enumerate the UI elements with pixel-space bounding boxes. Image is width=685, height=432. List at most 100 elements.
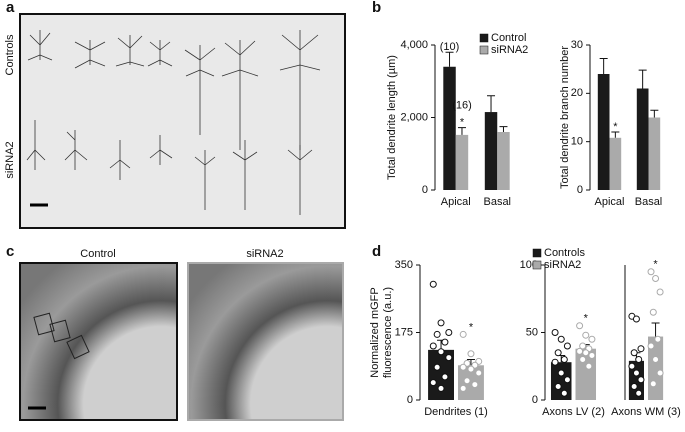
y-tick-label: 4,000 [400, 39, 428, 51]
roi-boxes [33, 312, 90, 360]
panel-label: c [6, 243, 14, 260]
brain-section [19, 262, 178, 421]
data-point [647, 342, 655, 350]
y-tick-label: 50 [526, 326, 538, 338]
data-point [429, 280, 437, 288]
bar [455, 134, 469, 190]
data-point [588, 351, 596, 359]
y-tick-label: 30 [571, 39, 583, 51]
y-tick-label: 0 [532, 394, 538, 406]
bar [636, 88, 649, 190]
error-bar [487, 95, 496, 113]
panel-label: a [6, 0, 15, 16]
legend-swatch [532, 248, 542, 258]
annotation: * [584, 313, 589, 325]
data-point [557, 335, 565, 343]
row-label: siRNA2 [4, 141, 16, 178]
data-point [630, 349, 638, 357]
data-point [459, 384, 467, 392]
annotation: (10) [440, 41, 460, 53]
data-point [637, 376, 645, 384]
data-point [563, 376, 571, 384]
x-tick-label: Axons LV (2) [542, 406, 605, 418]
data-point [654, 335, 662, 343]
y-tick-label: 175 [395, 326, 413, 338]
data-point [630, 383, 638, 390]
panel-label: d [372, 243, 381, 260]
bar [597, 74, 610, 190]
annotation: * [460, 117, 465, 129]
data-point [635, 356, 643, 363]
data-point [637, 345, 645, 353]
data-point [576, 322, 584, 330]
x-tick-label: Apical [441, 196, 471, 208]
micrograph [19, 13, 346, 229]
data-point [437, 348, 445, 356]
data-point [582, 331, 590, 339]
legend-swatch [479, 33, 489, 43]
bar [497, 132, 510, 190]
error-bar [611, 131, 620, 138]
data-point [471, 381, 479, 389]
annotation: * [613, 121, 618, 133]
data-point [649, 308, 657, 316]
data-point [467, 350, 475, 358]
data-point [628, 362, 636, 370]
x-tick-label: Apical [595, 196, 625, 208]
data-point [652, 275, 660, 282]
data-point [560, 389, 568, 397]
image-title: Control [80, 248, 115, 260]
data-point [437, 384, 445, 392]
data-point [579, 342, 587, 350]
bar [648, 117, 661, 190]
data-point [433, 330, 441, 338]
row-label: Controls [4, 34, 16, 75]
x-tick-label: Basal [635, 196, 663, 208]
neurons [26, 30, 321, 215]
y-axis-label: Total dendrite branch number [559, 46, 571, 189]
data-point [551, 358, 559, 366]
annotation: * [469, 321, 474, 333]
data-point [459, 363, 467, 371]
data-point [554, 383, 562, 390]
data-point [560, 356, 568, 363]
y-tick-label: 2,000 [400, 111, 428, 123]
data-point [463, 377, 471, 385]
y-axis-label: Total dendrite length (µm) [386, 55, 398, 180]
data-point [467, 365, 475, 373]
data-point [445, 329, 453, 336]
y-tick-label: 0 [577, 184, 583, 196]
legend-label: Controls [544, 247, 585, 259]
x-tick-label: Dendrites (1) [424, 406, 488, 418]
error-bar [651, 322, 660, 337]
data-point [441, 373, 449, 381]
error-bar [499, 126, 508, 132]
data-point [445, 354, 453, 362]
bar [443, 66, 456, 190]
data-point [576, 347, 584, 355]
data-point [441, 338, 449, 346]
data-point [582, 349, 590, 357]
data-point [632, 369, 640, 377]
y-tick-label: 20 [571, 87, 583, 99]
annotation: (16) [452, 100, 472, 112]
y-axis-label: Normalized mGFP [369, 287, 381, 377]
bar [609, 137, 622, 190]
legend-swatch [532, 260, 542, 270]
y-tick-label: 10 [571, 136, 583, 148]
y-tick-label: 0 [422, 184, 428, 196]
data-point [649, 380, 657, 388]
error-bar [466, 359, 475, 366]
data-point [563, 342, 571, 350]
data-point [429, 342, 437, 350]
data-point [557, 369, 565, 377]
data-point [459, 330, 467, 338]
data-point [437, 319, 445, 327]
annotation: * [653, 259, 658, 271]
y-tick-label: 0 [407, 394, 413, 406]
brain-section [187, 262, 344, 421]
error-bar [599, 58, 608, 74]
panel-label: b [372, 0, 381, 16]
data-point [433, 363, 441, 371]
